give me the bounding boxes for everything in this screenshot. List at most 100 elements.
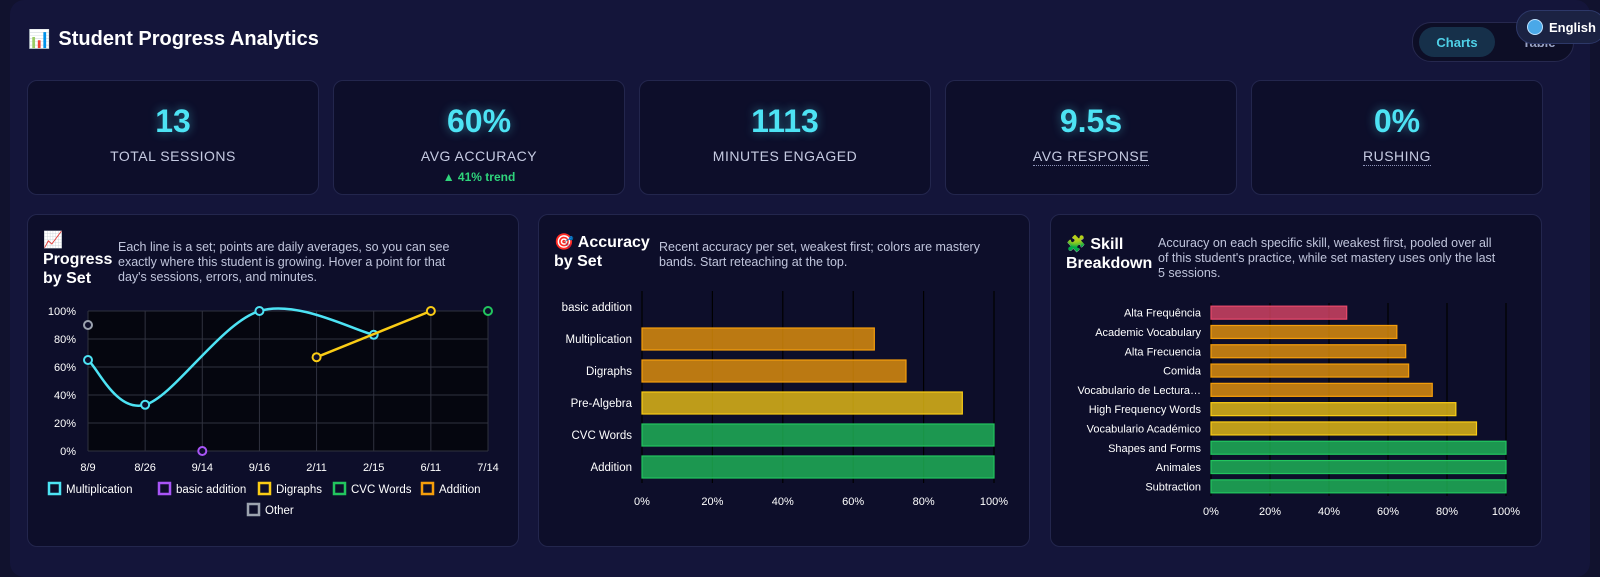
bar (1210, 363, 1410, 378)
x-tick-label: 7/14 (477, 462, 498, 474)
globe-icon (1527, 19, 1543, 35)
x-tick-label: 2/11 (306, 462, 327, 474)
panel-title-line: Breakdown (1066, 255, 1153, 272)
bar (641, 359, 907, 383)
skills-panel: 🧩 Skill Breakdown Accuracy on each speci… (1050, 214, 1542, 547)
y-tick-label: 60% (54, 362, 76, 374)
page-title: 📊 Student Progress Analytics (28, 28, 319, 51)
desc-line: 5 sessions. (1158, 266, 1221, 280)
x-tick-label: 40% (1318, 506, 1340, 518)
stat-label-tooltip[interactable]: RUSHING (1362, 148, 1432, 166)
desc-line: Each line is a set; points are daily ave… (118, 240, 450, 254)
desc-line: exactly where this student is growing. H… (118, 255, 446, 269)
data-point (83, 355, 93, 365)
panel-title: 🧩 Skill Breakdown (1066, 235, 1152, 273)
x-tick-label: 40% (772, 496, 794, 508)
x-tick-label: 20% (701, 496, 723, 508)
x-tick-label: 100% (980, 496, 1008, 508)
panel-title-line: by Set (43, 270, 92, 287)
progress-line-chart: 0% 20% 40% 60% 80% 100% 8/9 8/26 9/14 9/16 2/11 2/1… (47, 306, 499, 517)
skills-bar-chart: 0% 20% 40% 60% 80% 100% Alta Frequência Academi… (1077, 303, 1520, 518)
stat-label-tooltip[interactable]: AVG RESPONSE (1032, 148, 1150, 166)
y-tick-label: 80% (54, 334, 76, 346)
category-label: Addition (590, 462, 632, 474)
accuracy-bar-chart: 0% 20% 40% 60% 80% 100% basic addition Multipli… (562, 291, 1008, 508)
panel-description: Accuracy on each specific skill, weakest… (1158, 236, 1495, 281)
category-label: Pre-Algebra (571, 398, 633, 410)
x-tick-label: 80% (913, 496, 935, 508)
panel-title-line: by Set (554, 253, 603, 270)
charts-tab[interactable]: Charts (1419, 27, 1495, 57)
bar (641, 391, 963, 415)
x-tick-label: 0% (1203, 506, 1219, 518)
legend-swatch (332, 481, 347, 496)
target-icon: 🎯 (554, 234, 574, 251)
data-point (483, 306, 493, 316)
desc-line: day's sessions, errors, and minutes. (118, 270, 317, 284)
language-selector[interactable]: English (1516, 10, 1600, 44)
legend-swatch (47, 481, 62, 496)
category-label: Animales (1156, 462, 1202, 474)
x-tick-label: 2/15 (363, 462, 384, 474)
category-label: Multiplication (566, 334, 632, 346)
panel-title-line: Skill (1090, 236, 1124, 253)
trend-badge: ▲ 41% trend (442, 170, 516, 184)
data-point (311, 352, 322, 363)
category-label: Digraphs (586, 366, 632, 378)
legend-label: Addition (439, 484, 481, 496)
x-tick-label: 6/11 (421, 462, 442, 474)
stat-card-minutes: 1113 MINUTES ENGAGED (639, 80, 931, 195)
panel-title-line: Progress (43, 251, 113, 268)
accuracy-panel: 🎯 Accuracy by Set Recent accuracy per se… (538, 214, 1030, 547)
category-label: Comida (1163, 366, 1202, 378)
category-label: High Frequency Words (1089, 404, 1202, 416)
bar (1210, 402, 1457, 417)
stat-value: 0% (1373, 103, 1421, 139)
bar (1210, 479, 1507, 494)
bar (1210, 344, 1407, 359)
legend-label: basic addition (176, 484, 246, 496)
stat-value: 1113 (751, 103, 819, 139)
x-tick-label: 9/16 (249, 462, 270, 474)
stat-label: AVG ACCURACY (420, 148, 538, 164)
panel-description: Recent accuracy per set, weakest first; … (659, 240, 980, 270)
bar (641, 455, 995, 479)
stat-card-response: 9.5s AVG RESPONSE (945, 80, 1237, 195)
category-label: Alta Frequência (1124, 308, 1202, 320)
category-label: Alta Frecuencia (1125, 346, 1202, 358)
stat-card-rushing: 0% RUSHING (1251, 80, 1543, 195)
desc-line: Recent accuracy per set, weakest first; … (659, 240, 980, 254)
page-title-text: Student Progress Analytics (58, 28, 319, 50)
stat-value: 13 (155, 103, 191, 139)
stat-label: MINUTES ENGAGED (712, 148, 858, 164)
stat-card-accuracy: 60% AVG ACCURACY ▲ 41% trend (333, 80, 625, 195)
desc-line: Accuracy on each specific skill, weakest… (1158, 236, 1492, 250)
category-label: Shapes and Forms (1108, 443, 1201, 455)
category-label: basic addition (562, 302, 632, 314)
legend-swatch (246, 502, 261, 517)
data-point (197, 446, 208, 456)
legend-label: Other (265, 505, 294, 517)
data-point (254, 306, 265, 316)
legend-swatch (257, 481, 272, 496)
bar (1210, 459, 1507, 475)
x-tick-label: 80% (1436, 506, 1458, 518)
language-label: English (1549, 19, 1596, 35)
data-point (425, 306, 436, 316)
legend-label: Multiplication (66, 484, 132, 496)
x-tick-label: 60% (842, 496, 864, 508)
x-tick-label: 8/26 (134, 462, 155, 474)
panel-description: Each line is a set; points are daily ave… (118, 240, 449, 285)
stat-label: TOTAL SESSIONS (110, 148, 236, 164)
bar (641, 327, 875, 351)
x-tick-label: 8/9 (80, 462, 95, 474)
stat-value: 60% (446, 103, 512, 139)
legend-label: CVC Words (351, 484, 412, 496)
category-label: Academic Vocabulary (1095, 327, 1201, 339)
x-tick-label: 20% (1259, 506, 1281, 518)
plot-area (88, 311, 488, 451)
y-tick-label: 20% (54, 418, 76, 430)
data-point (140, 399, 151, 410)
series-line (87, 307, 374, 407)
data-point (83, 320, 93, 330)
